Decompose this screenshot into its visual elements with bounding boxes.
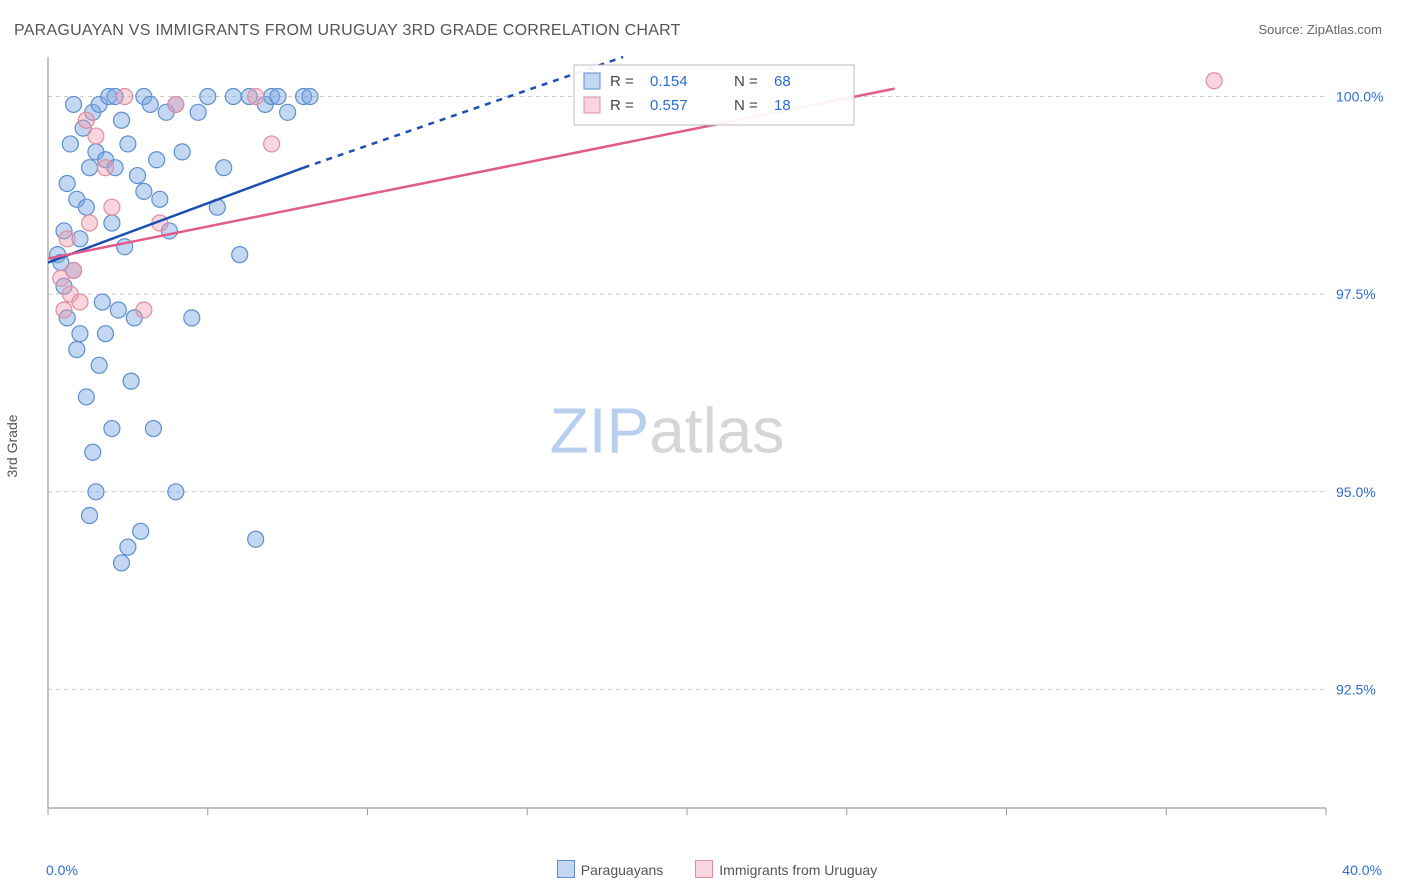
data-point bbox=[302, 89, 318, 105]
stats-legend-n-value: 18 bbox=[774, 97, 791, 114]
series-legend: Paraguayans Immigrants from Uruguay bbox=[46, 860, 1388, 878]
data-point bbox=[91, 357, 107, 373]
legend-item-paraguayans: Paraguayans bbox=[557, 860, 664, 878]
stats-legend-n-label: N = bbox=[734, 97, 758, 114]
data-point bbox=[123, 373, 139, 389]
data-point bbox=[136, 183, 152, 199]
data-point bbox=[168, 96, 184, 112]
y-tick-label: 97.5% bbox=[1336, 286, 1376, 302]
data-point bbox=[248, 531, 264, 547]
data-point bbox=[82, 508, 98, 524]
data-point bbox=[113, 555, 129, 571]
source-attribution: Source: ZipAtlas.com bbox=[1258, 22, 1382, 37]
data-point bbox=[120, 136, 136, 152]
data-point bbox=[66, 96, 82, 112]
data-point bbox=[104, 421, 120, 437]
data-point bbox=[78, 389, 94, 405]
correlation-scatter-chart: 92.5% 95.0% 97.5% 100.0% ZIPatlas R = 0.154 N … bbox=[46, 55, 1388, 830]
data-point bbox=[82, 215, 98, 231]
data-point bbox=[104, 199, 120, 215]
data-point bbox=[82, 160, 98, 176]
data-point bbox=[225, 89, 241, 105]
legend-swatch-blue bbox=[557, 860, 575, 878]
y-tick-label: 92.5% bbox=[1336, 681, 1376, 697]
data-point bbox=[168, 484, 184, 500]
y-tick-label: 100.0% bbox=[1336, 89, 1383, 105]
stats-legend-r-label: R = bbox=[610, 73, 634, 90]
data-point bbox=[85, 444, 101, 460]
data-point bbox=[98, 326, 114, 342]
data-point bbox=[104, 215, 120, 231]
data-point bbox=[280, 104, 296, 120]
data-point bbox=[72, 326, 88, 342]
data-point bbox=[216, 160, 232, 176]
legend-label-paraguayans: Paraguayans bbox=[581, 862, 664, 878]
data-point bbox=[110, 302, 126, 318]
stats-legend-n-label: N = bbox=[734, 73, 758, 90]
data-point bbox=[142, 96, 158, 112]
data-point bbox=[174, 144, 190, 160]
data-point bbox=[72, 294, 88, 310]
y-tick-label: 95.0% bbox=[1336, 484, 1376, 500]
watermark: ZIPatlas bbox=[550, 395, 785, 467]
data-point bbox=[200, 89, 216, 105]
data-point bbox=[78, 199, 94, 215]
data-point bbox=[248, 89, 264, 105]
data-point bbox=[1206, 73, 1222, 89]
data-point bbox=[98, 160, 114, 176]
data-point bbox=[117, 89, 133, 105]
data-point bbox=[88, 484, 104, 500]
data-point bbox=[62, 136, 78, 152]
y-axis-label: 3rd Grade bbox=[4, 414, 20, 477]
data-point bbox=[59, 175, 75, 191]
data-point bbox=[190, 104, 206, 120]
data-point bbox=[152, 191, 168, 207]
data-point bbox=[88, 128, 104, 144]
source-value: ZipAtlas.com bbox=[1307, 22, 1382, 37]
legend-label-uruguay: Immigrants from Uruguay bbox=[719, 862, 877, 878]
data-point bbox=[120, 539, 136, 555]
legend-item-uruguay: Immigrants from Uruguay bbox=[695, 860, 877, 878]
data-point bbox=[136, 302, 152, 318]
stats-legend-r-value: 0.154 bbox=[650, 73, 688, 90]
stats-legend-swatch bbox=[584, 73, 600, 89]
data-point bbox=[113, 112, 129, 128]
stats-legend-swatch bbox=[584, 97, 600, 113]
stats-legend-r-label: R = bbox=[610, 97, 634, 114]
stats-legend-r-value: 0.557 bbox=[650, 97, 688, 114]
source-label: Source: bbox=[1258, 22, 1306, 37]
data-point bbox=[145, 421, 161, 437]
data-point bbox=[78, 112, 94, 128]
stats-legend-n-value: 68 bbox=[774, 73, 791, 90]
data-point bbox=[270, 89, 286, 105]
chart-title: PARAGUAYAN VS IMMIGRANTS FROM URUGUAY 3R… bbox=[14, 22, 681, 40]
legend-swatch-pink bbox=[695, 860, 713, 878]
data-point bbox=[56, 302, 72, 318]
data-point bbox=[129, 168, 145, 184]
data-point bbox=[232, 247, 248, 263]
data-point bbox=[59, 231, 75, 247]
data-point bbox=[69, 341, 85, 357]
data-point bbox=[66, 262, 82, 278]
data-point bbox=[149, 152, 165, 168]
data-point bbox=[133, 523, 149, 539]
data-point bbox=[94, 294, 110, 310]
data-point bbox=[264, 136, 280, 152]
data-point bbox=[184, 310, 200, 326]
